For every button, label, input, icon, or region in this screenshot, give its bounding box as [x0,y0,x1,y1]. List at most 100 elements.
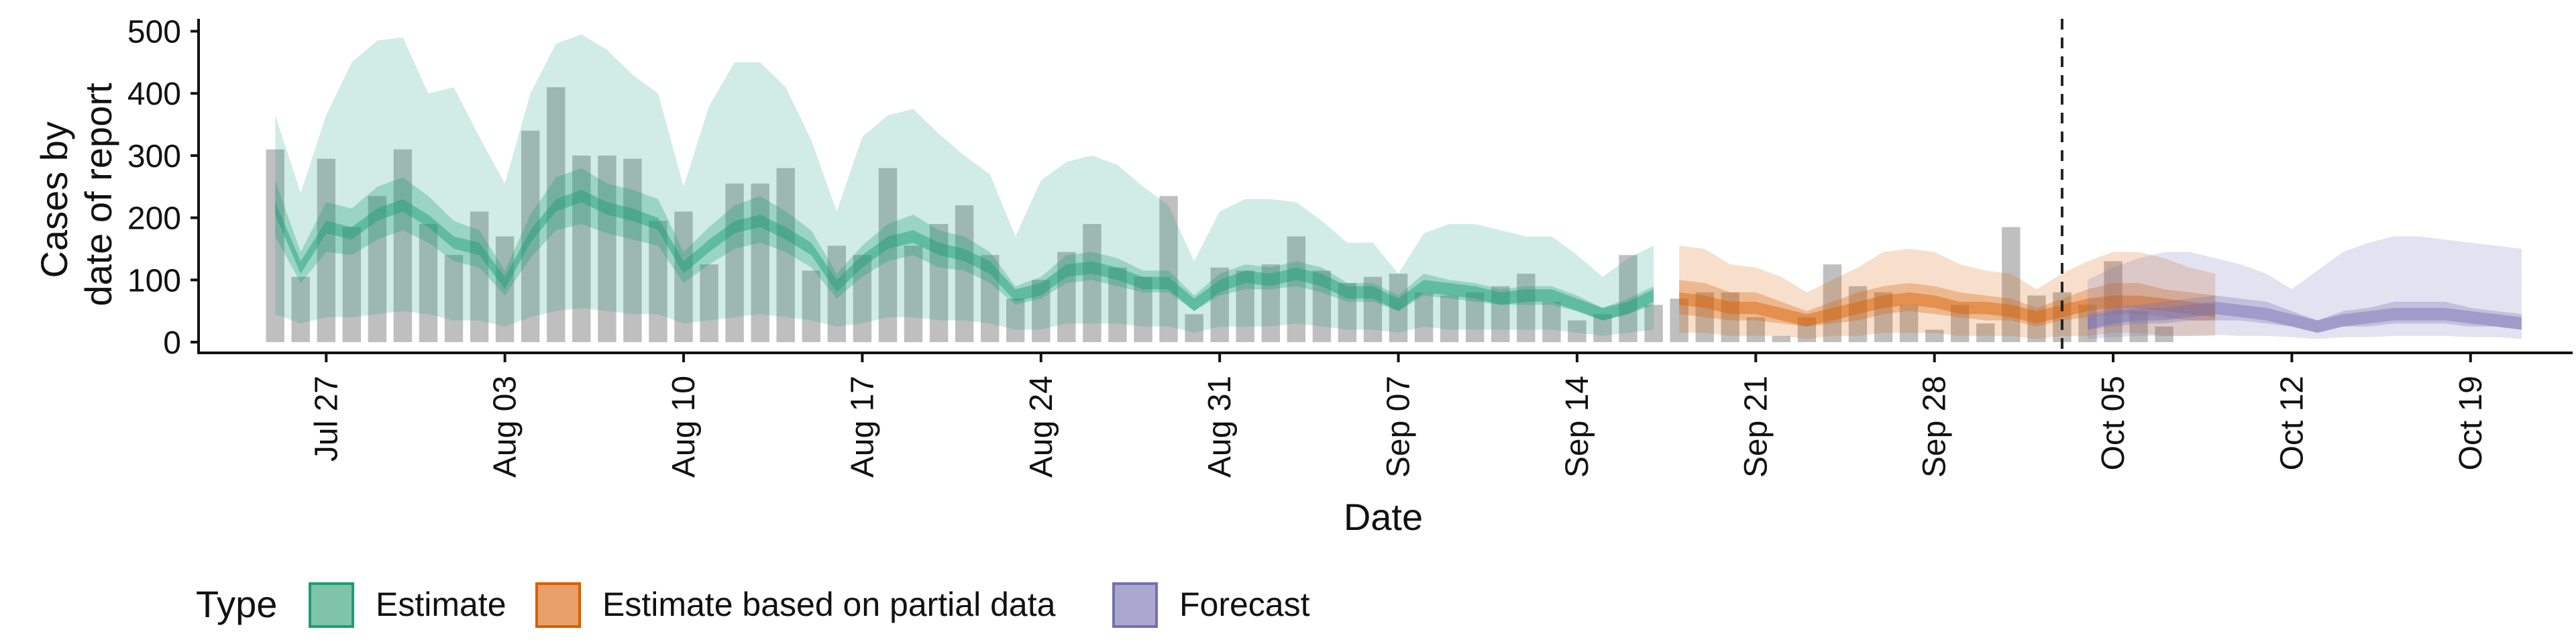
estimate-based-on-partial-data-outer-band [1679,246,2216,339]
case-bar [1848,286,1868,342]
case-bar [266,149,284,342]
legend-key-forecast [1112,582,1158,628]
case-bar [1925,329,1944,342]
case-bar [1772,335,1790,342]
case-bar [853,255,872,342]
case-bar [1261,264,1280,342]
x-axis-ticks: Jul 27 Aug 03 Aug 10 Aug 17 Aug 24 Aug 31 Sep … [309,353,2489,478]
case-bar [1159,196,1178,342]
case-bar [1134,276,1152,342]
case-bar [2027,295,2046,342]
x-tick-label: Oct 12 [2274,376,2310,470]
case-bar [1312,270,1332,342]
case-bar [802,270,820,342]
case-bar [444,255,464,342]
case-bar [751,183,769,342]
forecast-outer-band [2088,236,2522,339]
case-bar [1440,295,1459,342]
y-axis-title-line-1: Cases by [33,121,75,278]
estimate-outer-band [275,34,1654,336]
estimate-based-on-partial-data-inner-band [1679,280,2216,327]
estimate-median-band [275,189,1654,321]
case-bar [1695,292,1714,342]
y-axis-ticks: 0 100 200 300 400 500 [127,15,199,361]
case-bar [1619,255,1638,342]
case-bar [2129,311,2148,342]
case-bar [1568,320,1587,342]
case-bar [495,236,515,342]
case-bar [1466,292,1485,342]
x-tick-label: Sep 07 [1381,376,1417,478]
x-tick-label: Jul 27 [309,376,344,462]
case-bar [1746,317,1765,342]
case-bar [1414,292,1434,342]
case-bar [1287,236,1305,342]
axes: 0 100 200 300 400 500 Jul 27 Aug 03 Aug 10 Aug 1… [127,15,2573,478]
x-tick-label: Aug 10 [666,376,702,478]
case-bar [1823,264,1842,342]
x-tick-label: Oct 05 [2096,376,2131,470]
legend-label-partial: Estimate based on partial data [602,586,1056,623]
forecast-inner-band [2088,295,2522,333]
case-bar [1006,299,1025,342]
case-bar [623,158,642,342]
case-bar [827,246,846,342]
plot-area [266,19,2522,353]
case-bar [1491,286,1510,342]
case-bar [2078,305,2097,342]
case-bar [521,130,540,343]
case-bar [2155,326,2174,342]
case-bar [1108,267,1127,342]
estimate-inner-band [275,168,1654,321]
case-bar [2104,261,2123,342]
case-bar [1670,299,1688,342]
case-bar [878,168,898,342]
legend: Type Estimate Estimate based on partial … [196,582,1310,628]
case-bar [419,223,438,342]
case-bar [1236,270,1254,342]
case-bar [955,205,974,342]
y-tick-label: 0 [163,325,181,361]
case-bar [1644,305,1663,342]
case-bar [1185,314,1203,342]
case-bar [1389,274,1408,342]
x-tick-label: Sep 14 [1560,376,1595,478]
case-bar [1593,314,1612,342]
case-bar [1517,274,1536,342]
case-bar [1976,323,1995,342]
case-bar [904,246,923,342]
case-bar [725,183,744,342]
case-bar [674,211,693,342]
case-bar [572,155,591,342]
case-bar [368,196,387,342]
case-bar [776,168,795,342]
x-tick-label: Sep 28 [1917,376,1953,478]
forecast-median-band [2088,301,2522,333]
y-tick-label: 500 [127,15,181,50]
case-bar [342,227,361,342]
legend-label-forecast: Forecast [1179,586,1310,623]
y-tick-label: 400 [127,76,181,112]
case-bar [393,149,413,342]
y-axis-title-line-2: date of report [77,83,119,307]
case-bar [1057,252,1076,342]
case-bar [317,158,335,342]
case-bar [291,276,310,342]
x-tick-label: Aug 03 [488,376,523,478]
legend-key-partial [535,582,581,628]
legend-key-estimate [309,582,354,628]
x-tick-label: Aug 24 [1024,376,1059,478]
y-tick-label: 200 [127,201,181,237]
case-bar [598,155,616,342]
x-tick-label: Aug 31 [1202,376,1238,478]
case-bar [981,255,1000,342]
case-bar [1032,280,1051,342]
case-bar [1210,267,1229,342]
case-bar [470,211,489,342]
case-bar [1951,305,1970,342]
case-bar [649,221,667,343]
y-tick-label: 300 [127,139,181,174]
case-bar [1721,292,1739,342]
case-bar [929,223,949,342]
